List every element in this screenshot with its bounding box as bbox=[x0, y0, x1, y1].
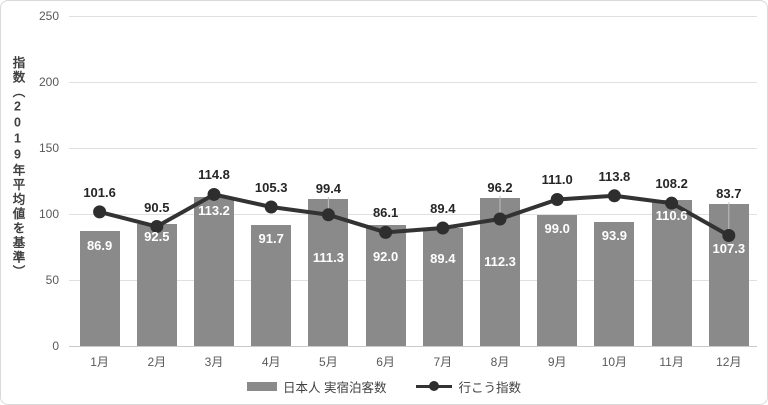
line-value-label-3月: 114.8 bbox=[198, 167, 230, 183]
gridline-250 bbox=[69, 15, 757, 17]
y-axis-title: 指数（2019年平均値を基準） bbox=[10, 56, 25, 280]
gridline-150 bbox=[69, 147, 757, 149]
bar-value-label-5月: 111.3 bbox=[312, 250, 344, 266]
line-value-label-4月: 105.3 bbox=[254, 180, 288, 195]
gridline-50 bbox=[69, 279, 757, 281]
line-point-marker-2月 bbox=[150, 220, 164, 234]
line-series-swatch-icon bbox=[416, 380, 453, 392]
bar-series-swatch-icon bbox=[247, 381, 277, 391]
y-tick-label-50: 50 bbox=[45, 273, 59, 287]
legend-item-line-series: 行こう指数 bbox=[416, 377, 521, 396]
bar-value-label-1月: 86.9 bbox=[86, 238, 113, 254]
x-label-8月: 8月 bbox=[490, 355, 510, 369]
gridline-100 bbox=[69, 213, 757, 215]
line-value-label-6月: 86.1 bbox=[372, 205, 399, 221]
line-point-marker-8月 bbox=[493, 212, 507, 226]
line-point-marker-4月 bbox=[264, 200, 278, 214]
x-axis-line bbox=[69, 346, 757, 347]
bar-value-label-9月: 99.0 bbox=[544, 221, 570, 237]
x-label-9月: 9月 bbox=[547, 355, 567, 369]
bar-value-label-8月: 112.3 bbox=[484, 253, 516, 269]
line-value-label-9月: 111.0 bbox=[541, 172, 573, 188]
line-point-marker-7月 bbox=[436, 221, 450, 235]
y-tick-label-250: 250 bbox=[38, 9, 59, 23]
bar-5月 bbox=[308, 199, 349, 346]
bar-3月 bbox=[194, 196, 234, 346]
line-value-label-2月: 90.5 bbox=[144, 199, 170, 215]
bar-2月 bbox=[136, 223, 177, 346]
line-point-marker-11月 bbox=[665, 196, 679, 210]
bar-10月 bbox=[594, 222, 635, 346]
x-label-1月: 1月 bbox=[90, 355, 109, 369]
line-value-label-1月: 101.6 bbox=[83, 184, 116, 200]
bar-value-label-12月: 107.3 bbox=[712, 241, 746, 257]
bar-7月 bbox=[422, 227, 463, 346]
bar-11月 bbox=[651, 200, 692, 346]
line-point-marker-12月 bbox=[722, 229, 736, 243]
bar-value-label-2月: 92.5 bbox=[144, 228, 170, 244]
x-label-12月: 12月 bbox=[716, 355, 742, 369]
bar-value-label-7月: 89.4 bbox=[430, 250, 456, 266]
bar-6月 bbox=[365, 224, 406, 346]
line-value-label-11月: 108.2 bbox=[655, 176, 688, 192]
x-label-6月: 6月 bbox=[376, 355, 395, 369]
line-value-label-8月: 96.2 bbox=[487, 179, 513, 195]
line-value-label-10月: 113.8 bbox=[598, 168, 631, 184]
legend-line-series-label: 行こう指数 bbox=[458, 380, 521, 395]
line-point-marker-6月 bbox=[379, 225, 393, 239]
bar-9月 bbox=[537, 215, 578, 346]
x-label-5月: 5月 bbox=[319, 355, 338, 369]
y-tick-label-150: 150 bbox=[38, 141, 59, 155]
legend-item-bar-series: 日本人 実宿泊客数 bbox=[247, 377, 386, 396]
gridline-200 bbox=[69, 81, 757, 83]
y-tick-label-0: 0 bbox=[52, 339, 59, 353]
bar-value-label-11月: 110.6 bbox=[655, 208, 688, 223]
bar-value-label-6月: 92.0 bbox=[372, 248, 399, 264]
x-label-10月: 10月 bbox=[601, 355, 628, 369]
bar-1月 bbox=[79, 231, 120, 346]
line-value-label-7月: 89.4 bbox=[430, 200, 456, 216]
line-point-marker-9月 bbox=[550, 192, 564, 206]
line-value-label-5月: 99.4 bbox=[315, 181, 342, 197]
x-label-7月: 7月 bbox=[433, 355, 453, 369]
bar-value-label-10月: 93.9 bbox=[601, 228, 628, 244]
x-label-4月: 4月 bbox=[261, 355, 281, 369]
line-point-marker-10月 bbox=[607, 189, 621, 203]
x-label-3月: 3月 bbox=[204, 355, 224, 369]
y-tick-label-200: 200 bbox=[38, 75, 59, 89]
line-point-marker-1月 bbox=[93, 205, 107, 219]
line-point-marker-5月 bbox=[321, 208, 335, 222]
legend-bar-series-label: 日本人 実宿泊客数 bbox=[283, 380, 387, 395]
y-tick-label-100: 100 bbox=[38, 207, 59, 221]
legend: 日本人 実宿泊客数 行こう指数 bbox=[1, 376, 767, 396]
line-series-path bbox=[99, 192, 730, 238]
bar-value-label-4月: 91.7 bbox=[258, 230, 284, 246]
line-point-marker-3月 bbox=[207, 187, 221, 201]
x-label-2月: 2月 bbox=[147, 355, 167, 369]
bar-4月 bbox=[251, 224, 292, 346]
bar-value-label-3月: 113.2 bbox=[198, 202, 230, 218]
line-value-label-12月: 83.7 bbox=[716, 186, 742, 202]
x-label-11月: 11月 bbox=[659, 355, 684, 369]
